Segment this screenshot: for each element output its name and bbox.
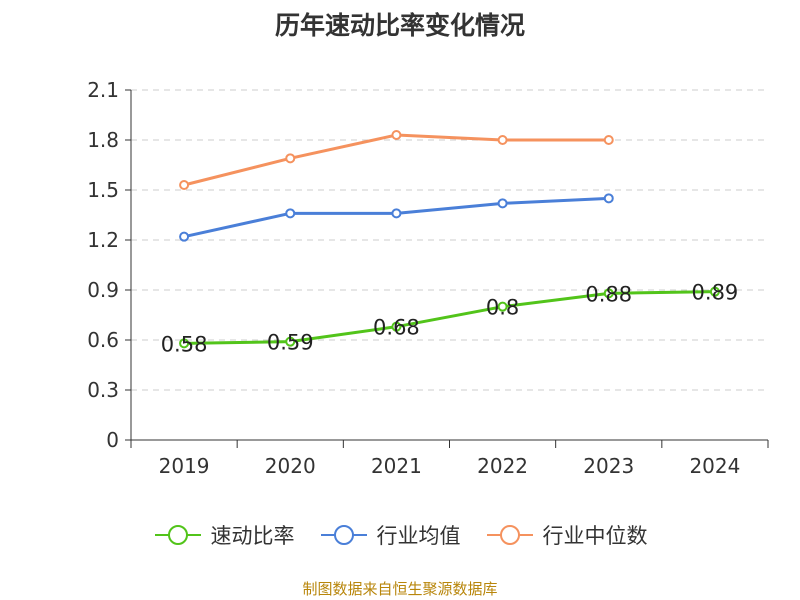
- x-tick-label: 2021: [371, 454, 422, 478]
- data-point: [391, 208, 402, 219]
- data-label: 0.8: [486, 296, 519, 320]
- data-point: [179, 338, 190, 349]
- x-tick-label: 2020: [265, 454, 316, 478]
- y-tick-label: 1.2: [87, 228, 119, 252]
- source-note: 制图数据来自恒生聚源数据库: [302, 580, 498, 598]
- x-tick-label: 2024: [689, 454, 740, 478]
- legend-item[interactable]: 行业均值: [319, 520, 461, 550]
- data-point: [497, 198, 508, 209]
- legend-label: 行业中位数: [542, 524, 648, 548]
- line-chart: 0 0.3 0.6 0.9 1.2 1.5 1.8 2.1 2019 2020 2021 2022 20…: [87, 78, 769, 478]
- data-point: [391, 130, 402, 140]
- chart-title: 历年速动比率变化情况: [274, 11, 525, 40]
- data-point: [285, 153, 296, 164]
- x-tick-label: 2022: [477, 454, 528, 478]
- legend-item[interactable]: 速动比率: [153, 520, 295, 550]
- y-tick-label: 0.9: [87, 278, 119, 302]
- data-point: [709, 286, 720, 297]
- data-label: 0.89: [692, 281, 739, 305]
- data-point: [497, 135, 508, 145]
- data-label: 0.68: [373, 316, 420, 340]
- data-label: 0.88: [585, 282, 632, 306]
- legend-label: 行业均值: [376, 524, 461, 548]
- y-tick-label: 0.6: [87, 328, 119, 352]
- data-point: [285, 208, 296, 219]
- data-point: [603, 135, 614, 145]
- data-point: [603, 193, 614, 204]
- series-line-2: [183, 133, 609, 187]
- data-point: [179, 180, 190, 190]
- legend: 速动比率 行业均值 行业中位数: [0, 520, 800, 550]
- y-tick-label: 2.1: [87, 78, 119, 102]
- data-label: 0.58: [161, 332, 208, 356]
- legend-item[interactable]: 行业中位数: [485, 520, 648, 550]
- y-tick-label: 1.8: [87, 128, 119, 152]
- legend-label: 速动比率: [210, 524, 295, 548]
- y-tick-label: 0: [106, 428, 119, 452]
- x-tick-label: 2019: [159, 454, 210, 478]
- data-point: [391, 321, 402, 332]
- series-line-0: [184, 290, 715, 345]
- data-label: 0.59: [267, 331, 314, 355]
- data-point: [603, 288, 614, 299]
- y-tick-label: 1.5: [87, 178, 119, 202]
- data-point: [285, 336, 296, 347]
- data-point: [179, 231, 190, 242]
- legend-swatch: [320, 525, 367, 545]
- data-point: [497, 301, 508, 312]
- legend-swatch: [154, 525, 201, 545]
- x-tick-label: 2023: [583, 454, 634, 478]
- y-tick-label: 0.3: [87, 378, 119, 402]
- legend-swatch: [486, 525, 533, 545]
